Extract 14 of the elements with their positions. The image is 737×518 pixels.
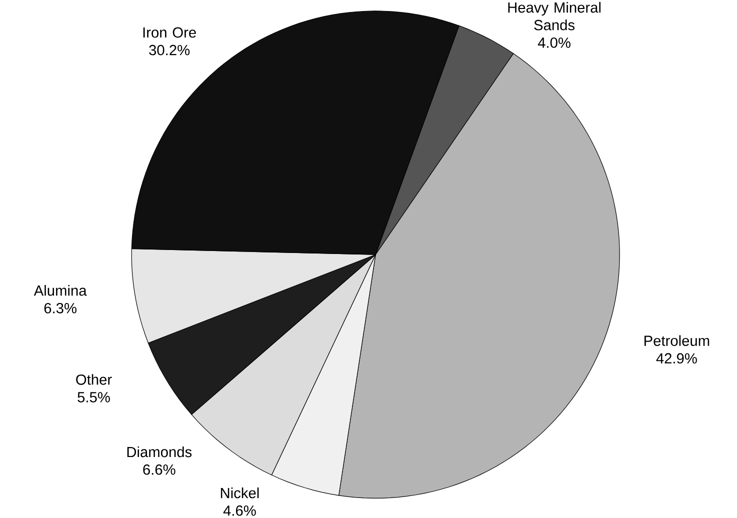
slice-label: Alumina [34,285,87,296]
slice-label: Other [76,374,112,385]
data-label: 30.2% [149,44,190,56]
data-label: 6.3% [44,303,76,314]
data-label: 42.9% [656,353,697,364]
slice-label: Diamonds [127,446,192,458]
slice-label: Iron Ore [143,27,196,38]
slice-label: Nickel [220,488,259,498]
data-label: 6.6% [143,464,176,475]
slice-label: Petroleum [644,335,710,346]
slice-label: Heavy Mineral Sands [508,2,601,30]
data-label: 4.6% [223,506,256,516]
data-label: 4.0% [538,38,570,48]
data-label: 5.5% [78,392,110,403]
